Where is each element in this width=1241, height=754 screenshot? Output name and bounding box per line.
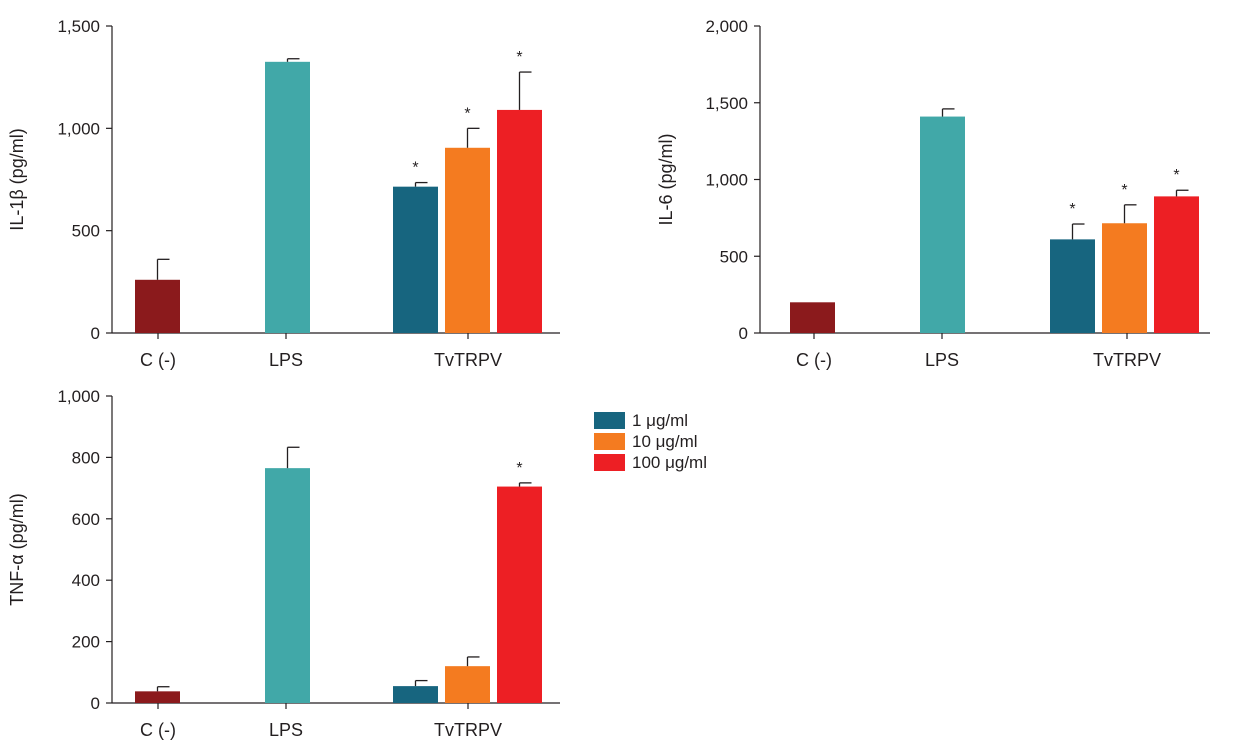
- y-tick-label: 1,500: [57, 17, 100, 36]
- bar: [135, 691, 180, 703]
- category-label: TvTRPV: [434, 720, 502, 740]
- y-tick-label: 1,000: [57, 387, 100, 406]
- bar: [1154, 196, 1199, 333]
- y-tick-label: 500: [72, 222, 100, 241]
- y-tick-label: 0: [91, 324, 100, 343]
- il6-chart-panel: 0 500 1,000 1,500 2,000 IL-6 (pg/ml) C (-) LPS T…: [656, 17, 1210, 370]
- significance-marker: *: [1173, 167, 1179, 184]
- category-label: C (-): [796, 350, 832, 370]
- legend-swatch: [594, 454, 625, 471]
- category-label: TvTRPV: [434, 350, 502, 370]
- category-label: LPS: [269, 720, 303, 740]
- y-tick-label: 1,000: [57, 119, 100, 138]
- legend-swatch: [594, 412, 625, 429]
- il1b-chart-panel: 0 500 1,000 1,500 IL-1β (pg/ml) C (-) LPS TvTRP…: [7, 17, 560, 370]
- y-axis-title: IL-6 (pg/ml): [656, 133, 676, 225]
- bar: [265, 468, 310, 703]
- category-label: LPS: [925, 350, 959, 370]
- y-axis-title: TNF-α (pg/ml): [7, 493, 27, 605]
- legend-label: 1 μg/ml: [632, 411, 688, 430]
- legend-label: 10 μg/ml: [632, 432, 698, 451]
- significance-marker: *: [1069, 201, 1075, 218]
- significance-marker: *: [464, 105, 470, 122]
- bar: [790, 302, 835, 333]
- dose-legend: 1 μg/ml 10 μg/ml 100 μg/ml: [594, 411, 707, 472]
- bar: [445, 147, 490, 333]
- y-tick-label: 600: [72, 510, 100, 529]
- bar: [265, 61, 310, 334]
- bar: [920, 116, 965, 333]
- y-tick-label: 500: [720, 247, 748, 266]
- significance-marker: *: [516, 460, 522, 477]
- y-tick-label: 1,000: [705, 171, 748, 190]
- y-axis-title: IL-1β (pg/ml): [7, 128, 27, 230]
- y-tick-label: 200: [72, 633, 100, 652]
- significance-marker: *: [1121, 182, 1127, 199]
- legend-swatch: [594, 433, 625, 450]
- significance-marker: *: [412, 160, 418, 177]
- category-label: TvTRPV: [1093, 350, 1161, 370]
- bar: [1050, 239, 1095, 333]
- y-tick-label: 1,500: [705, 94, 748, 113]
- bar: [393, 186, 438, 333]
- y-tick-label: 400: [72, 571, 100, 590]
- y-tick-label: 0: [91, 694, 100, 713]
- bar: [135, 279, 180, 333]
- legend-label: 100 μg/ml: [632, 453, 707, 472]
- bar: [393, 686, 438, 703]
- y-tick-label: 800: [72, 448, 100, 467]
- category-label: C (-): [140, 350, 176, 370]
- tnfa-chart-panel: 0 200 400 600 800 1,000 TNF-α (pg/ml) C (-) LPS T…: [7, 387, 560, 740]
- significance-marker: *: [516, 49, 522, 66]
- y-tick-label: 2,000: [705, 17, 748, 36]
- y-tick-label: 0: [739, 324, 748, 343]
- bar: [497, 486, 542, 703]
- category-label: LPS: [269, 350, 303, 370]
- category-label: C (-): [140, 720, 176, 740]
- bar: [497, 109, 542, 333]
- bar: [445, 666, 490, 703]
- bar: [1102, 223, 1147, 333]
